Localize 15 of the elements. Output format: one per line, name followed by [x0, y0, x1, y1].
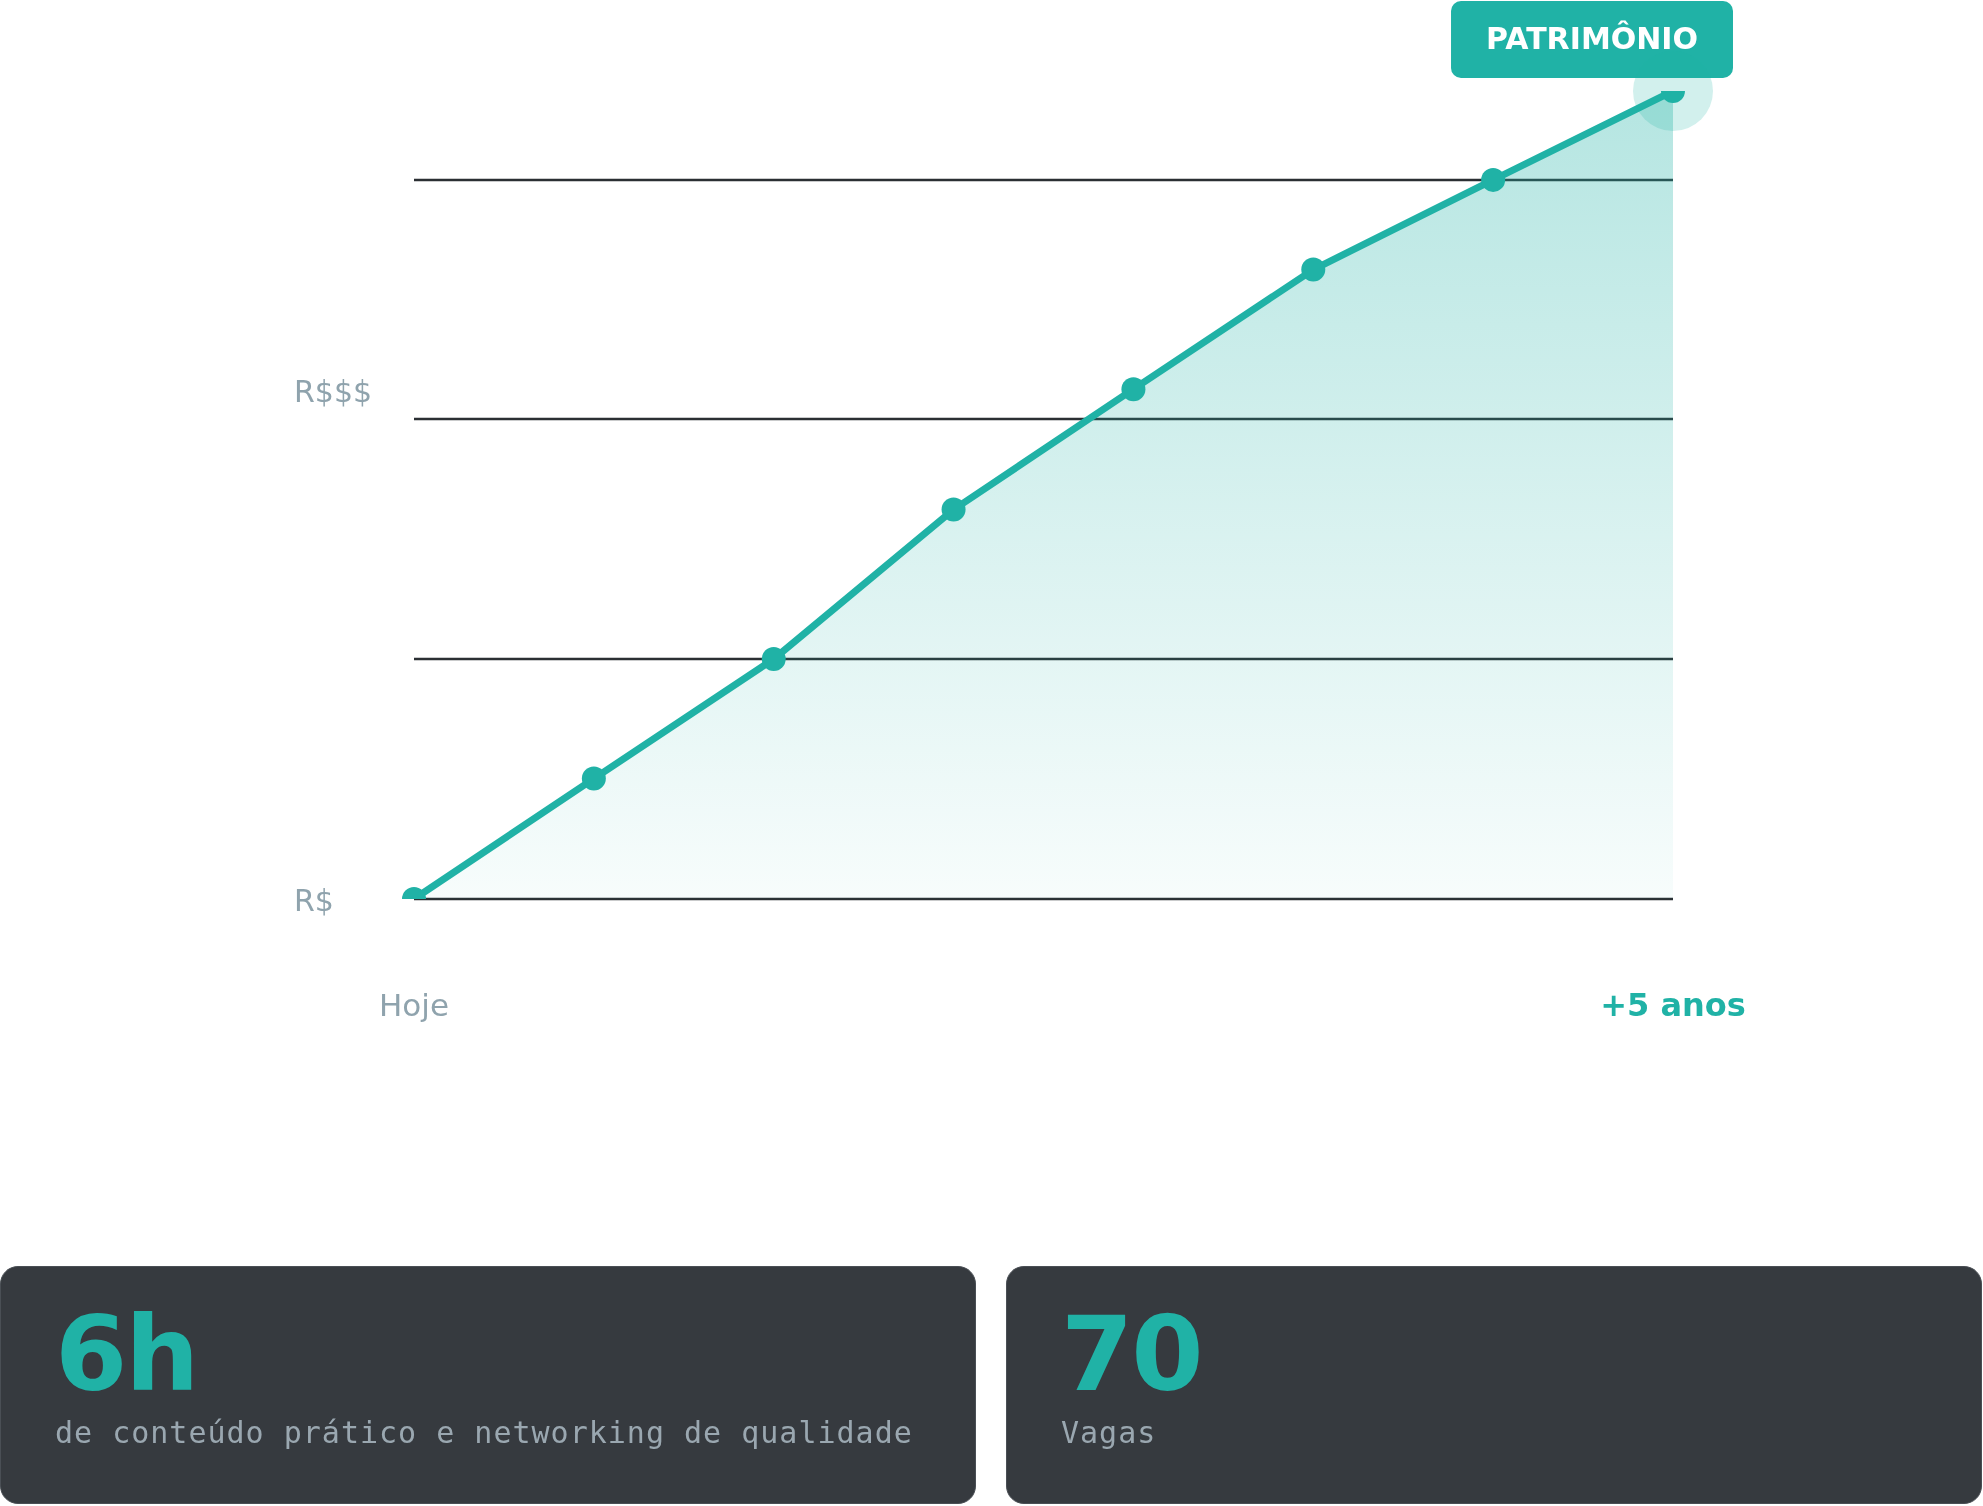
text: PATRIMÔNIO	[1486, 20, 1698, 57]
text: R$	[294, 882, 334, 918]
text: de conteúdo prático e networking de qualidade	[55, 1415, 913, 1450]
point	[1481, 167, 1506, 192]
x-tick-label: Hoje	[379, 987, 449, 1024]
point	[1301, 257, 1326, 282]
text: R$$$	[294, 373, 373, 409]
text: Vagas	[1061, 1415, 1157, 1450]
text: 70	[1061, 1293, 1202, 1415]
point	[941, 497, 966, 522]
text: 6h	[55, 1293, 198, 1415]
point	[761, 647, 786, 672]
x-tick-label: +5 anos	[1600, 986, 1746, 1025]
point	[1121, 377, 1146, 402]
point	[581, 766, 606, 791]
